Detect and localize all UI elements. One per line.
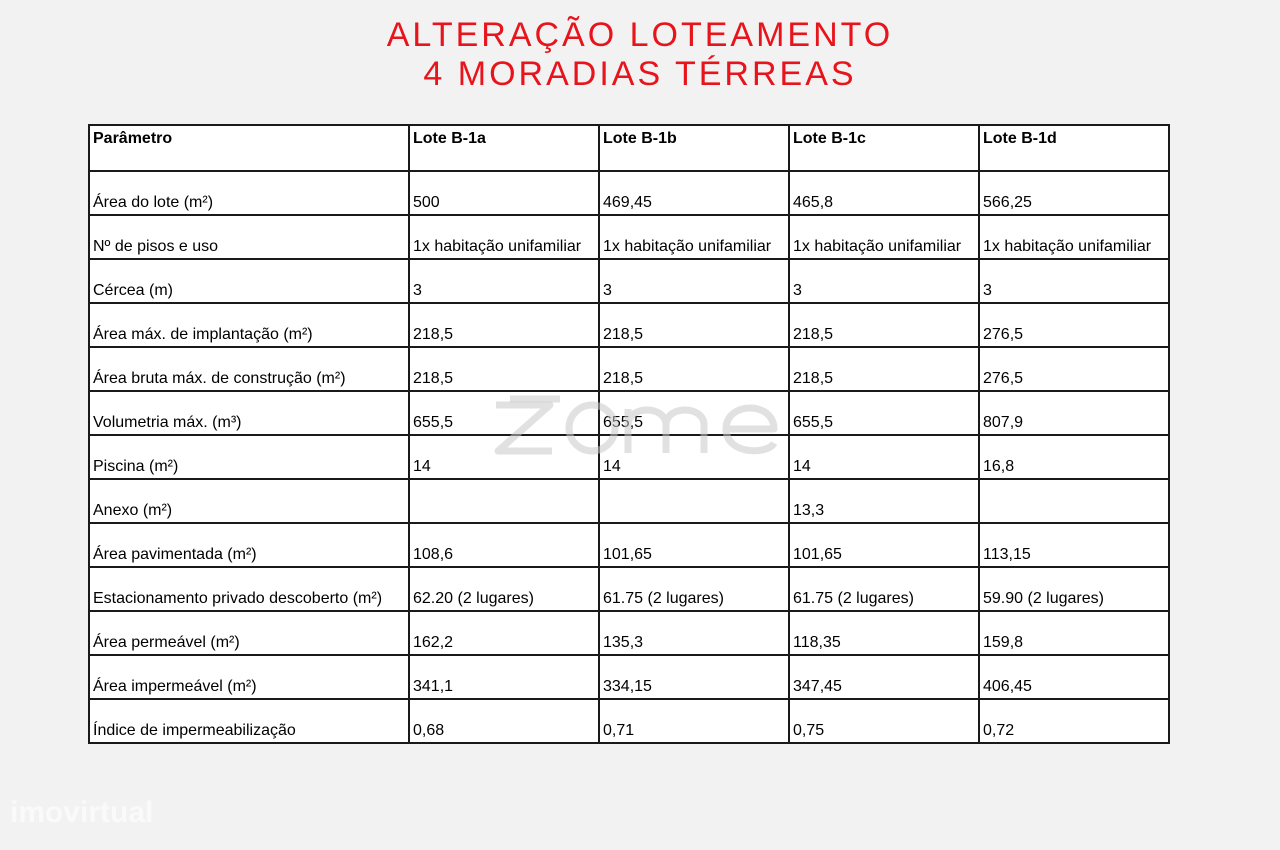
row-label: Cércea (m) <box>88 258 410 304</box>
table-row: Cércea (m) 3 3 3 3 <box>88 258 1170 304</box>
column-header: Lote B-1c <box>788 124 980 172</box>
table-header-row: Parâmetro Lote B-1a Lote B-1b Lote B-1c Lote… <box>88 124 1170 172</box>
parameters-table: Parâmetro Lote B-1a Lote B-1b Lote B-1c Lote… <box>88 124 1170 744</box>
table-cell <box>408 478 600 524</box>
table-cell: 0,68 <box>408 698 600 744</box>
row-label: Área permeável (m²) <box>88 610 410 656</box>
table-cell: 655,5 <box>408 390 600 436</box>
table-cell: 0,75 <box>788 698 980 744</box>
table-cell: 159,8 <box>978 610 1170 656</box>
table-row: Piscina (m²) 14 14 14 16,8 <box>88 434 1170 480</box>
column-header: Parâmetro <box>88 124 410 172</box>
row-label: Índice de impermeabilização <box>88 698 410 744</box>
table-row: Área impermeável (m²) 341,1 334,15 347,45 40… <box>88 654 1170 700</box>
table-cell: 3 <box>788 258 980 304</box>
row-label: Área máx. de implantação (m²) <box>88 302 410 348</box>
row-label: Piscina (m²) <box>88 434 410 480</box>
title-line-2: 4 MORADIAS TÉRREAS <box>423 55 857 93</box>
table-cell: 218,5 <box>408 302 600 348</box>
table-cell: 101,65 <box>788 522 980 568</box>
table-row: Estacionamento privado descoberto (m²) 62… <box>88 566 1170 612</box>
table-cell: 218,5 <box>788 302 980 348</box>
table-row: Área pavimentada (m²) 108,6 101,65 101,65 11… <box>88 522 1170 568</box>
table-cell: 807,9 <box>978 390 1170 436</box>
table-cell: 59.90 (2 lugares) <box>978 566 1170 612</box>
table-cell: 218,5 <box>408 346 600 392</box>
table-cell: 113,15 <box>978 522 1170 568</box>
table-cell: 406,45 <box>978 654 1170 700</box>
table-cell: 14 <box>788 434 980 480</box>
table-cell: 655,5 <box>788 390 980 436</box>
table-cell: 118,35 <box>788 610 980 656</box>
table-cell: 3 <box>978 258 1170 304</box>
table-cell: 62.20 (2 lugares) <box>408 566 600 612</box>
table-cell: 347,45 <box>788 654 980 700</box>
table-cell: 1x habitação unifamiliar <box>598 214 790 260</box>
table-cell: 218,5 <box>598 346 790 392</box>
table-cell: 500 <box>408 170 600 216</box>
table-cell: 14 <box>408 434 600 480</box>
row-label: Área bruta máx. de construção (m²) <box>88 346 410 392</box>
table-cell: 1x habitação unifamiliar <box>788 214 980 260</box>
table-cell: 218,5 <box>788 346 980 392</box>
table-cell: 218,5 <box>598 302 790 348</box>
row-label: Nº de pisos e uso <box>88 214 410 260</box>
row-label: Estacionamento privado descoberto (m²) <box>88 566 410 612</box>
table-row: Área bruta máx. de construção (m²) 218,5 2… <box>88 346 1170 392</box>
imovirtual-watermark: imovirtual <box>10 796 154 829</box>
table-row: Volumetria máx. (m³) 655,5 655,5 655,5 807,9 <box>88 390 1170 436</box>
row-label: Anexo (m²) <box>88 478 410 524</box>
column-header: Lote B-1d <box>978 124 1170 172</box>
table-cell: 135,3 <box>598 610 790 656</box>
table-cell: 13,3 <box>788 478 980 524</box>
column-header: Lote B-1b <box>598 124 790 172</box>
table-cell: 14 <box>598 434 790 480</box>
table-cell: 341,1 <box>408 654 600 700</box>
row-label: Área pavimentada (m²) <box>88 522 410 568</box>
table-row: Área permeável (m²) 162,2 135,3 118,35 159,8 <box>88 610 1170 656</box>
table-cell: 0,72 <box>978 698 1170 744</box>
table-cell: 108,6 <box>408 522 600 568</box>
table-cell: 334,15 <box>598 654 790 700</box>
table-cell: 3 <box>598 258 790 304</box>
row-label: Área impermeável (m²) <box>88 654 410 700</box>
table-cell: 162,2 <box>408 610 600 656</box>
table-cell: 276,5 <box>978 346 1170 392</box>
table-row: Anexo (m²) 13,3 <box>88 478 1170 524</box>
row-label: Volumetria máx. (m³) <box>88 390 410 436</box>
table-row: Área do lote (m²) 500 469,45 465,8 566,25 <box>88 170 1170 216</box>
table-cell: 1x habitação unifamiliar <box>408 214 600 260</box>
table-row: Área máx. de implantação (m²) 218,5 218,5 2… <box>88 302 1170 348</box>
table-cell: 469,45 <box>598 170 790 216</box>
table-cell: 465,8 <box>788 170 980 216</box>
title-line-1: ALTERAÇÃO LOTEAMENTO <box>386 16 894 54</box>
table-cell: 61.75 (2 lugares) <box>788 566 980 612</box>
table-row: Nº de pisos e uso 1x habitação unifamilia… <box>88 214 1170 260</box>
table-cell: 276,5 <box>978 302 1170 348</box>
table-cell: 1x habitação unifamiliar <box>978 214 1170 260</box>
table-cell: 566,25 <box>978 170 1170 216</box>
table-cell <box>978 478 1170 524</box>
table-cell: 101,65 <box>598 522 790 568</box>
table-row: Índice de impermeabilização 0,68 0,71 0,75 0… <box>88 698 1170 744</box>
table-cell <box>598 478 790 524</box>
table-cell: 61.75 (2 lugares) <box>598 566 790 612</box>
table-cell: 3 <box>408 258 600 304</box>
column-header: Lote B-1a <box>408 124 600 172</box>
row-label: Área do lote (m²) <box>88 170 410 216</box>
table-cell: 0,71 <box>598 698 790 744</box>
table-cell: 16,8 <box>978 434 1170 480</box>
table-cell: 655,5 <box>598 390 790 436</box>
